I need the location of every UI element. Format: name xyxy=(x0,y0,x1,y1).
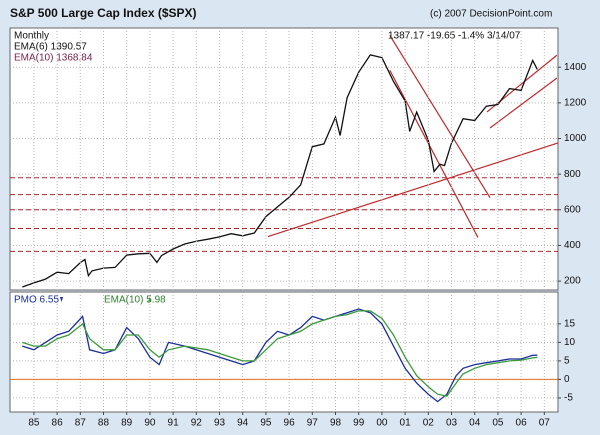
series-line xyxy=(22,310,538,397)
annotation: EMA(10) 1368.84 xyxy=(14,53,93,64)
y-tick-label: 1400 xyxy=(564,62,587,73)
trend-line xyxy=(267,142,559,238)
annotation: EMA(10) 5.98 xyxy=(104,295,166,306)
series-line xyxy=(22,308,538,403)
y-tick-label: 1000 xyxy=(564,133,587,144)
x-tick-label: 94 xyxy=(237,418,249,429)
y-tick-label: 600 xyxy=(564,204,581,215)
x-tick-label: 97 xyxy=(307,418,319,429)
annotation: Monthly xyxy=(14,31,49,42)
x-tick-label: 87 xyxy=(75,418,87,429)
x-tick-label: 06 xyxy=(516,418,528,429)
x-tick-label: 95 xyxy=(260,418,272,429)
annotation: EMA(6) 1390.57 xyxy=(14,42,87,53)
trend-line xyxy=(389,34,491,198)
y-tick-label: 15 xyxy=(564,318,576,329)
x-tick-label: 05 xyxy=(492,418,504,429)
x-tick-label: 07 xyxy=(539,418,551,429)
x-tick-label: 98 xyxy=(330,418,342,429)
pmo-panel xyxy=(9,291,559,413)
x-tick-label: 92 xyxy=(191,418,203,429)
pmo-arrow xyxy=(60,297,63,302)
x-tick-label: 99 xyxy=(353,418,365,429)
y-tick-label: 400 xyxy=(564,240,581,251)
x-tick-label: 02 xyxy=(423,418,435,429)
y-tick-label: 0 xyxy=(564,374,570,385)
x-tick-label: 01 xyxy=(400,418,412,429)
x-tick-label: 85 xyxy=(28,418,40,429)
x-tick-label: 90 xyxy=(144,418,156,429)
chart-title: S&P 500 Large Cap Index ($SPX) xyxy=(10,6,197,20)
x-tick-label: 04 xyxy=(469,418,481,429)
series-line xyxy=(22,54,538,288)
x-tick-label: 88 xyxy=(98,418,110,429)
y-tick-label: 5 xyxy=(564,356,570,367)
x-tick-label: 86 xyxy=(52,418,64,429)
y-tick-label: 1200 xyxy=(564,97,587,108)
x-tick-label: 89 xyxy=(121,418,133,429)
annotation: 1387.17 -19.65 -1.4% 3/14/07 xyxy=(388,31,521,42)
x-tick-label: 96 xyxy=(284,418,296,429)
ema-arrow xyxy=(148,297,151,302)
x-tick-label: 91 xyxy=(168,418,180,429)
y-tick-label: 800 xyxy=(564,169,581,180)
annotation: PMO 6.55 xyxy=(14,295,59,306)
trend-line xyxy=(489,77,558,129)
y-tick-label: 200 xyxy=(564,276,581,287)
x-tick-label: 93 xyxy=(214,418,226,429)
trend-line xyxy=(389,69,479,238)
x-tick-label: 00 xyxy=(376,418,388,429)
y-tick-label: 10 xyxy=(564,337,576,348)
y-tick-label: -5 xyxy=(564,393,573,404)
x-tick-label: 03 xyxy=(446,418,458,429)
copyright: (c) 2007 DecisionPoint.com xyxy=(430,9,552,20)
